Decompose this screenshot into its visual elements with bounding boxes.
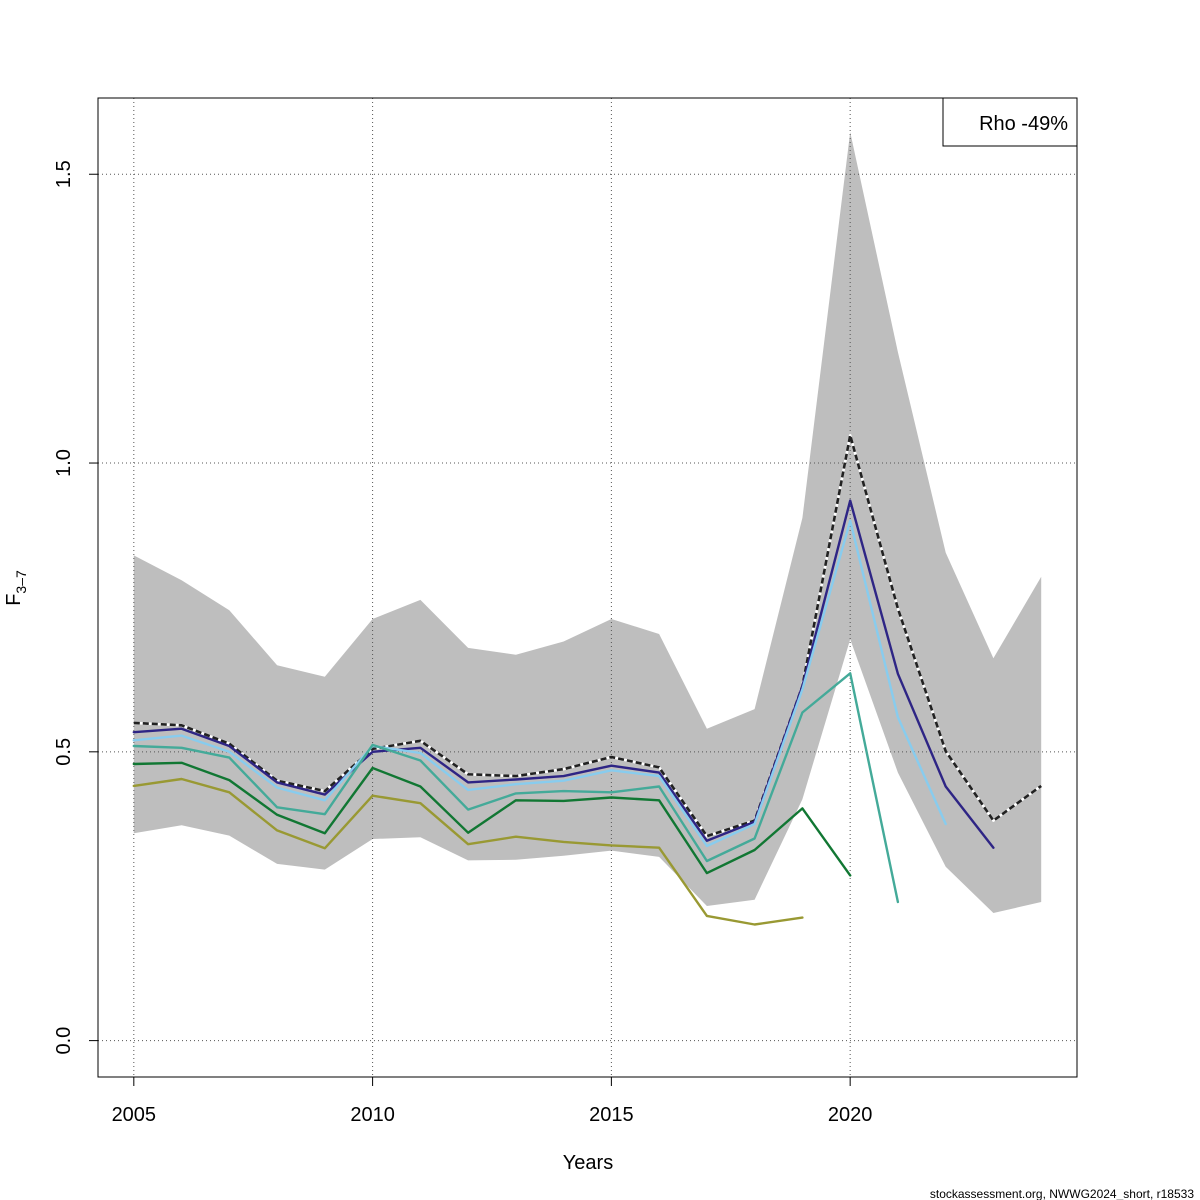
- confidence-band-layer: [133, 132, 1042, 914]
- series-line-1: [132, 499, 995, 849]
- series-line-2: [132, 519, 947, 848]
- y-tick-label: 0.0: [53, 1027, 75, 1055]
- legend: Rho -49%: [942, 97, 1078, 147]
- legend-box: [942, 97, 1078, 147]
- y-tick-label: 1.0: [53, 449, 75, 477]
- y-axis-title-base: F: [3, 594, 25, 606]
- series-layer: [132, 433, 1042, 926]
- y-tick-label: 1.5: [53, 160, 75, 188]
- credit-text: stockassessment.org, NWWG2024_short, r18…: [930, 1187, 1194, 1200]
- x-tick-label: 2010: [350, 1104, 395, 1126]
- legend-rho-text: Rho -49%: [979, 113, 1068, 135]
- y-axis-title-subscript: 3–7: [13, 570, 29, 594]
- series-line-3: [132, 672, 900, 904]
- series-line-5: [132, 777, 804, 926]
- y-axis-title: F3–7: [3, 570, 29, 606]
- confidence-band: [133, 132, 1042, 914]
- x-axis: 2005 2010 2015 2020: [112, 1076, 873, 1126]
- x-tick-label: 2020: [828, 1104, 873, 1126]
- x-tick-label: 2015: [589, 1104, 634, 1126]
- series-line-4: [132, 761, 852, 877]
- x-axis-title: Years: [563, 1152, 613, 1174]
- series-line-0: [133, 433, 1042, 838]
- y-axis: 0.0 0.5 1.0 1.5: [53, 160, 99, 1055]
- y-tick-label: 0.5: [53, 738, 75, 766]
- x-tick-label: 2005: [112, 1104, 157, 1126]
